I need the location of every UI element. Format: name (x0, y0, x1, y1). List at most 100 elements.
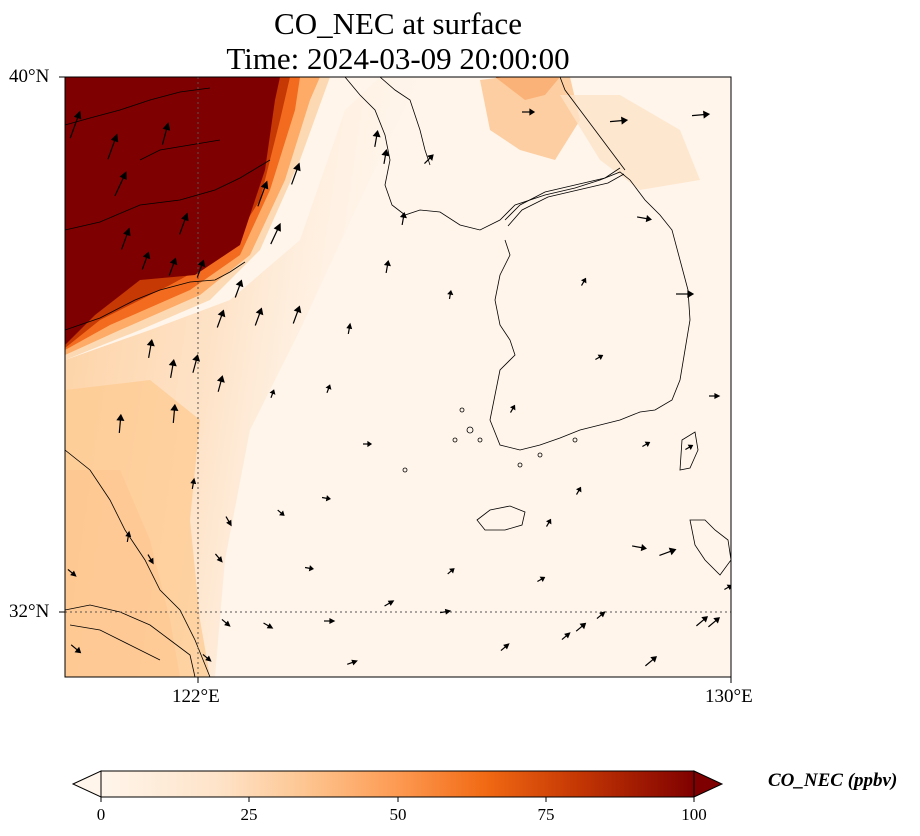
wind-arrow (70, 644, 82, 654)
wind-arrow (257, 180, 269, 207)
lon-tick-122: 122°E (172, 686, 220, 707)
colorbar-tick-0: 0 (96, 805, 106, 824)
plume-lower-core (65, 470, 180, 677)
wind-arrow (381, 148, 390, 165)
lat-tick-32: 32°N (9, 601, 50, 622)
wind-arrow (141, 251, 151, 270)
wind-arrow (696, 616, 708, 627)
wind-arrow (708, 617, 720, 628)
colorbar-tick-25: 25 (240, 805, 258, 824)
wind-arrow (321, 495, 331, 502)
wind-arrow (631, 544, 647, 552)
colorbar (71, 770, 724, 802)
map-subtitle-time: Time: 2024-03-09 20:00:00 (226, 41, 570, 76)
lat-tick-40: 40°N (9, 66, 50, 87)
wind-arrow (107, 133, 119, 160)
wind-arrow (580, 277, 587, 286)
wind-arrow (596, 611, 606, 620)
wind-arrow (147, 554, 154, 565)
wind-arrow (269, 389, 276, 399)
wind-arrow (346, 322, 353, 335)
concentration-field (65, 77, 731, 677)
wind-arrow (234, 279, 244, 298)
wind-arrow (263, 622, 274, 629)
wind-arrow (575, 622, 587, 632)
wind-arrow (168, 359, 177, 378)
wind-arrow (447, 568, 455, 575)
wind-arrow (685, 444, 694, 451)
wind-arrow (214, 553, 223, 563)
wind-arrow (537, 576, 546, 583)
wind-arrow (325, 384, 332, 394)
wind-arrow (168, 257, 178, 276)
wind-arrow (545, 518, 552, 527)
colorbar-tick-50: 50 (389, 805, 407, 824)
wind-arrow (161, 122, 171, 145)
wind-arrow (270, 222, 281, 245)
wind-arrow (363, 440, 373, 448)
wind-arrow (575, 486, 582, 495)
wind-arrow (324, 618, 336, 624)
wind-arrow (221, 618, 231, 627)
wind-arrow (170, 403, 179, 424)
wind-arrow (67, 568, 77, 577)
wind-arrow (254, 307, 264, 326)
axis-ticks (59, 76, 732, 683)
wind-arrow (439, 608, 452, 615)
wind-arrow (424, 154, 434, 164)
wind-arrow (114, 171, 127, 197)
wind-arrow (384, 600, 395, 607)
wind-arrow (383, 259, 391, 274)
wind-arrow (225, 516, 232, 527)
wind-arrow (216, 375, 225, 392)
wind-arrow (116, 413, 125, 434)
colorbar-gradient (100, 770, 695, 798)
wind-arrow (304, 565, 314, 572)
ne-patch-outer (560, 95, 700, 190)
wind-arrow (347, 659, 358, 666)
wind-arrow (642, 441, 651, 448)
wind-arrow (709, 393, 721, 399)
wind-arrow (500, 643, 510, 652)
wind-arrow (216, 309, 226, 328)
wind-arrow (192, 354, 201, 373)
wind-arrow (125, 530, 132, 543)
wind-arrow (636, 215, 652, 223)
ne-patch (480, 77, 580, 160)
wind-arrow (609, 116, 629, 125)
plume-core (65, 77, 280, 345)
gridlines (65, 77, 731, 677)
wind-arrow (372, 129, 381, 147)
wind-arrow (447, 290, 454, 300)
colorbar-tick-100: 100 (681, 805, 707, 824)
colorbar-tick-75: 75 (537, 805, 555, 824)
wind-arrow (676, 289, 695, 299)
wind-arrow (659, 547, 677, 556)
wind-arrow (196, 259, 206, 278)
wind-arrow (69, 110, 82, 139)
wind-arrow (291, 162, 301, 185)
wind-arrow (595, 354, 604, 361)
wind-arrow (146, 339, 155, 358)
wind-arrow (561, 632, 571, 641)
lon-tick-130: 130°E (705, 686, 753, 707)
wind-arrow (202, 653, 212, 662)
wind-arrow (691, 110, 711, 119)
map-title: CO_NEC at surface (274, 6, 522, 41)
wind-arrow (190, 477, 197, 490)
wind-arrow (292, 305, 302, 324)
wind-arrow (509, 404, 516, 413)
wind-vectors (67, 108, 731, 667)
colorbar-extend-high (693, 770, 724, 798)
map-frame (64, 76, 732, 678)
coastlines (65, 77, 731, 677)
wind-arrow (522, 108, 536, 116)
colorbar-label: CO_NEC (ppbv) (768, 770, 898, 791)
wind-arrow (121, 227, 131, 250)
colorbar-extend-low (71, 770, 102, 798)
wind-arrow (179, 212, 189, 235)
wind-arrow (645, 656, 657, 667)
wind-arrow (277, 509, 285, 516)
wind-arrow (399, 211, 407, 226)
